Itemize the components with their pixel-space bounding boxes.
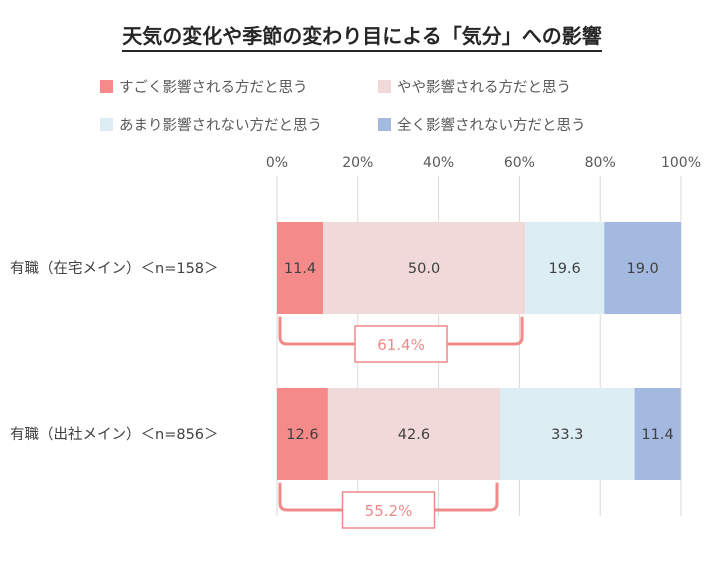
- data-label: 11.4: [284, 261, 316, 277]
- chart-title: 天気の変化や季節の変わり目による「気分」への影響: [0, 20, 724, 52]
- data-label: 12.6: [286, 427, 318, 443]
- category-label: 有職（出社メイン）＜n=856＞: [10, 426, 219, 443]
- x-tick-label: 0%: [266, 155, 288, 171]
- legend-swatch: [378, 118, 391, 131]
- bar-segment: [327, 388, 501, 480]
- legend-item-somewhat-affected: やや影響される方だと思う: [378, 76, 571, 97]
- legend-swatch: [100, 80, 113, 93]
- bar-segment: [323, 222, 526, 314]
- data-label: 11.4: [641, 427, 673, 443]
- legend-label: やや影響される方だと思う: [397, 80, 571, 96]
- bar-segment: [277, 222, 324, 314]
- bar-segment: [525, 222, 605, 314]
- legend-swatch: [100, 118, 113, 131]
- legend-item-not-at-all-affected: 全く影響されない方だと思う: [378, 114, 586, 135]
- summary-box: [354, 325, 448, 363]
- data-label: 33.3: [551, 427, 583, 443]
- summary-label: 61.4%: [377, 336, 425, 354]
- data-label: 19.6: [548, 261, 580, 277]
- summary-box: [341, 491, 436, 529]
- legend-item-not-much-affected: あまり影響されない方だと思う: [100, 114, 322, 135]
- summary-label: 55.2%: [365, 502, 413, 520]
- data-label: 50.0: [408, 261, 440, 277]
- x-tick-label: 40%: [423, 155, 454, 171]
- bar-segment: [634, 388, 681, 480]
- chart-title-text: 天気の変化や季節の変わり目による「気分」への影響: [122, 24, 602, 52]
- bar-segment: [604, 222, 681, 314]
- legend-label: あまり影響されない方だと思う: [119, 118, 322, 134]
- x-tick-label: 60%: [504, 155, 535, 171]
- x-tick-label: 100%: [661, 155, 701, 171]
- x-tick-label: 80%: [585, 155, 616, 171]
- category-label: 有職（在宅メイン）＜n=158＞: [10, 260, 219, 277]
- legend-label: 全く影響されない方だと思う: [397, 118, 586, 134]
- bar-segment: [500, 388, 635, 480]
- bar-segment: [277, 388, 328, 480]
- x-tick-label: 20%: [342, 155, 373, 171]
- data-label: 42.6: [398, 427, 430, 443]
- legend-item-strongly-affected: すごく影響される方だと思う: [100, 76, 308, 97]
- data-label: 19.0: [626, 261, 658, 277]
- legend-swatch: [378, 80, 391, 93]
- legend-label: すごく影響される方だと思う: [119, 80, 308, 96]
